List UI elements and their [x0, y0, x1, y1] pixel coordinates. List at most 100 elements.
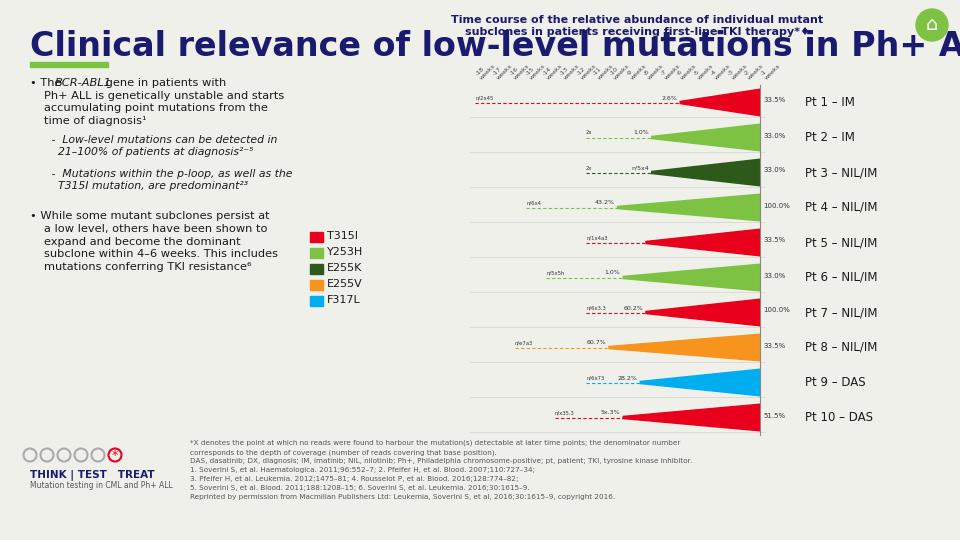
Text: 33.5%: 33.5% [763, 238, 785, 244]
Text: BCR-ABL1: BCR-ABL1 [55, 78, 112, 88]
Text: expand and become the dominant: expand and become the dominant [44, 237, 241, 247]
Text: -16
weeks: -16 weeks [509, 59, 530, 81]
Text: 33.5%: 33.5% [763, 342, 785, 348]
Text: T315I: T315I [327, 231, 358, 241]
Text: 5x.3%: 5x.3% [601, 410, 620, 415]
Text: 21–100% of patients at diagnosis²⁻⁵: 21–100% of patients at diagnosis²⁻⁵ [58, 147, 253, 157]
Text: Ph+ ALL is genetically unstable and starts: Ph+ ALL is genetically unstable and star… [44, 91, 284, 100]
Text: Pt 6 – NIL/IM: Pt 6 – NIL/IM [805, 271, 877, 284]
Polygon shape [623, 264, 760, 291]
Text: 2x: 2x [587, 131, 592, 136]
Text: -12
weeks: -12 weeks [576, 59, 597, 81]
Text: ⌂: ⌂ [925, 16, 938, 35]
Text: 1. Soverini S, et al. Haematologica. 2011;96:552–7; 2. Pfeifer H, et al. Blood. : 1. Soverini S, et al. Haematologica. 201… [190, 467, 535, 473]
Text: -2
weeks: -2 weeks [743, 59, 765, 81]
Text: 43.2%: 43.2% [594, 200, 614, 206]
Polygon shape [623, 404, 760, 431]
Text: Reprinted by permission from Macmillan Publishers Ltd: Leukemia, Soverini S, et : Reprinted by permission from Macmillan P… [190, 494, 615, 500]
Text: -13
weeks: -13 weeks [559, 59, 581, 81]
Text: 60.7%: 60.7% [587, 341, 606, 346]
Text: a low level, others have been shown to: a low level, others have been shown to [44, 224, 268, 234]
Text: 28.2%: 28.2% [617, 375, 637, 381]
Text: n/6x4: n/6x4 [526, 200, 541, 206]
Text: 33.5%: 33.5% [763, 98, 785, 104]
Text: F317L: F317L [327, 295, 361, 305]
Bar [310, 280, 323, 290]
Text: -  Low-level mutations can be detected in: - Low-level mutations can be detected in [48, 135, 277, 145]
Text: accumulating point mutations from the: accumulating point mutations from the [44, 104, 268, 113]
Polygon shape [652, 124, 760, 151]
Text: 100.0%: 100.0% [763, 307, 790, 314]
Text: n/x35.3: n/x35.3 [555, 410, 574, 415]
Text: Time course of the relative abundance of individual mutant: Time course of the relative abundance of… [451, 15, 824, 25]
Circle shape [916, 9, 948, 41]
Text: Pt 4 – NIL/IM: Pt 4 – NIL/IM [805, 201, 877, 214]
Text: n/6x73: n/6x73 [587, 375, 605, 381]
Text: 2.6%: 2.6% [661, 96, 677, 100]
Text: Pt 5 – NIL/IM: Pt 5 – NIL/IM [805, 236, 877, 249]
Text: -6
weeks: -6 weeks [676, 59, 698, 81]
Text: Pt 8 – NIL/IM: Pt 8 – NIL/IM [805, 341, 877, 354]
Bar [30, 62, 108, 67]
Polygon shape [646, 299, 760, 326]
Text: n/1x4a3: n/1x4a3 [587, 235, 608, 240]
Text: -18
weeks: -18 weeks [475, 59, 496, 81]
Text: • While some mutant subclones persist at: • While some mutant subclones persist at [30, 211, 270, 221]
Text: Mutation testing in CML and Ph+ ALL: Mutation testing in CML and Ph+ ALL [30, 481, 173, 490]
Text: -7
weeks: -7 weeks [660, 59, 681, 81]
Text: 51.5%: 51.5% [763, 413, 785, 418]
Text: -4
weeks: -4 weeks [709, 59, 732, 81]
Text: 5. Soverini S, et al. Blood. 2011;188:1208–15; 6. Soverini S, et al. Leukemia. 2: 5. Soverini S, et al. Blood. 2011;188:12… [190, 485, 530, 491]
Text: mutations conferring TKI resistance⁶: mutations conferring TKI resistance⁶ [44, 262, 252, 272]
Polygon shape [617, 194, 760, 221]
Text: 3. Pfeifer H, et al. Leukemia. 2012;1475–81; 4. Rousselot P, et al. Blood. 2016;: 3. Pfeifer H, et al. Leukemia. 2012;1475… [190, 476, 518, 482]
Text: 33.0%: 33.0% [763, 167, 785, 173]
Text: Y253H: Y253H [327, 247, 363, 257]
Text: -3
weeks: -3 weeks [727, 59, 748, 81]
Text: Pt 10 – DAS: Pt 10 – DAS [805, 411, 873, 424]
Text: -1
weeks: -1 weeks [760, 59, 781, 81]
Text: T315I mutation, are predominant²³: T315I mutation, are predominant²³ [58, 181, 248, 191]
Text: gene in patients with: gene in patients with [102, 78, 227, 88]
Polygon shape [646, 229, 760, 256]
Bar [310, 296, 323, 306]
Text: subclones in patients receiving first-line TKI therapy*♦: subclones in patients receiving first-li… [465, 27, 810, 37]
Text: -8
weeks: -8 weeks [642, 59, 664, 81]
Bar [310, 264, 323, 274]
Text: Pt 7 – NIL/IM: Pt 7 – NIL/IM [805, 306, 877, 319]
Text: n/6x3.3: n/6x3.3 [587, 306, 606, 310]
Text: THINK | TEST   TREAT: THINK | TEST TREAT [30, 470, 155, 481]
Text: *: * [112, 449, 118, 462]
Polygon shape [652, 159, 760, 186]
Text: 100.0%: 100.0% [763, 202, 790, 208]
Text: -15
weeks: -15 weeks [525, 59, 547, 81]
Text: E255K: E255K [327, 264, 362, 273]
Text: n/2x45: n/2x45 [475, 96, 493, 100]
Bar [310, 248, 323, 258]
Text: Pt 2 – IM: Pt 2 – IM [805, 131, 854, 144]
Text: -14
weeks: -14 weeks [542, 59, 564, 81]
Text: Clinical relevance of low-level mutations in Ph+ ALL: Clinical relevance of low-level mutation… [30, 30, 960, 63]
Text: Pt 3 – NIL/IM: Pt 3 – NIL/IM [805, 166, 877, 179]
Text: 33.0%: 33.0% [763, 273, 785, 279]
Text: Pt 9 – DAS: Pt 9 – DAS [805, 376, 866, 389]
Text: DAS, dasatinib; DX, diagnosis; IM, imatinib; NIL, nilotinib; Ph+, Philadelphia c: DAS, dasatinib; DX, diagnosis; IM, imati… [190, 458, 692, 464]
Text: 60.2%: 60.2% [623, 306, 643, 310]
Text: • The: • The [30, 78, 65, 88]
Text: corresponds to the depth of coverage (number of reads covering that base positio: corresponds to the depth of coverage (nu… [190, 449, 496, 456]
Polygon shape [640, 369, 760, 396]
Text: 33.0%: 33.0% [763, 132, 785, 138]
Bar [310, 232, 323, 242]
Text: -9
weeks: -9 weeks [626, 59, 648, 81]
Text: -17
weeks: -17 weeks [492, 59, 514, 81]
Text: time of diagnosis¹: time of diagnosis¹ [44, 116, 147, 126]
Text: *X denotes the point at which no reads were found to harbour the mutation(s) det: *X denotes the point at which no reads w… [190, 440, 681, 447]
Text: subclone within 4–6 weeks. This includes: subclone within 4–6 weeks. This includes [44, 249, 278, 260]
Text: -11
weeks: -11 weeks [592, 59, 614, 81]
Text: n/e7a3: n/e7a3 [515, 341, 533, 346]
Polygon shape [609, 334, 760, 361]
Text: -  Mutations within the p-loop, as well as the: - Mutations within the p-loop, as well a… [48, 169, 293, 179]
Text: 1.0%: 1.0% [633, 131, 649, 136]
Text: -10
weeks: -10 weeks [609, 59, 631, 81]
Text: -5
weeks: -5 weeks [693, 59, 714, 81]
